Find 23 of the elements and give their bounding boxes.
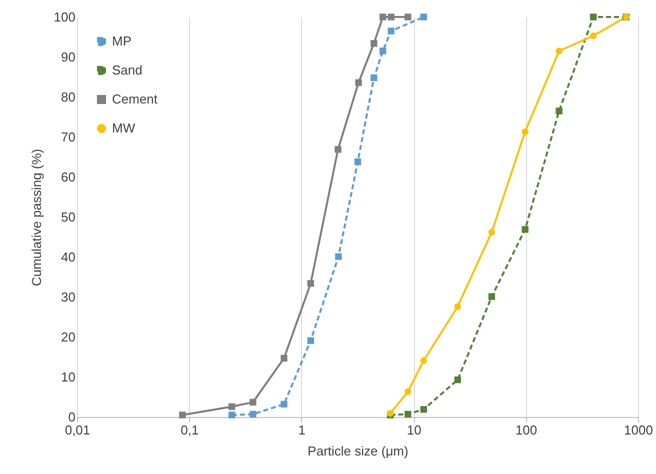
y-tick-label: 10 [61,370,76,384]
y-tick-label: 30 [61,290,76,304]
legend-label: Cement [112,92,158,106]
y-tick-label: 80 [61,90,76,104]
x-tick-label: 0,01 [64,422,90,438]
x-tick-label: 1000 [624,422,653,438]
x-tick-label: 10 [406,422,422,438]
y-tick-label: 100 [54,10,76,24]
y-tick-label: 70 [61,130,76,144]
x-tick-label: 0,1 [180,422,199,438]
y-tick-label: 40 [61,250,76,264]
legend-label: Sand [112,62,142,78]
x-tick-label: 100 [515,422,538,438]
y-axis-title: Cumulative passing (%) [28,148,44,286]
legend-label: MW [112,120,136,136]
x-axis-title: Particle size (μm) [308,444,408,458]
legend-label: MP [112,34,132,48]
y-tick-label: 50 [61,210,76,224]
y-tick-label: 90 [61,50,76,64]
y-tick-label: 60 [61,170,76,184]
y-tick-label: 0 [68,410,76,424]
x-tick-label: 1 [298,422,306,438]
y-tick-label: 20 [61,330,76,344]
